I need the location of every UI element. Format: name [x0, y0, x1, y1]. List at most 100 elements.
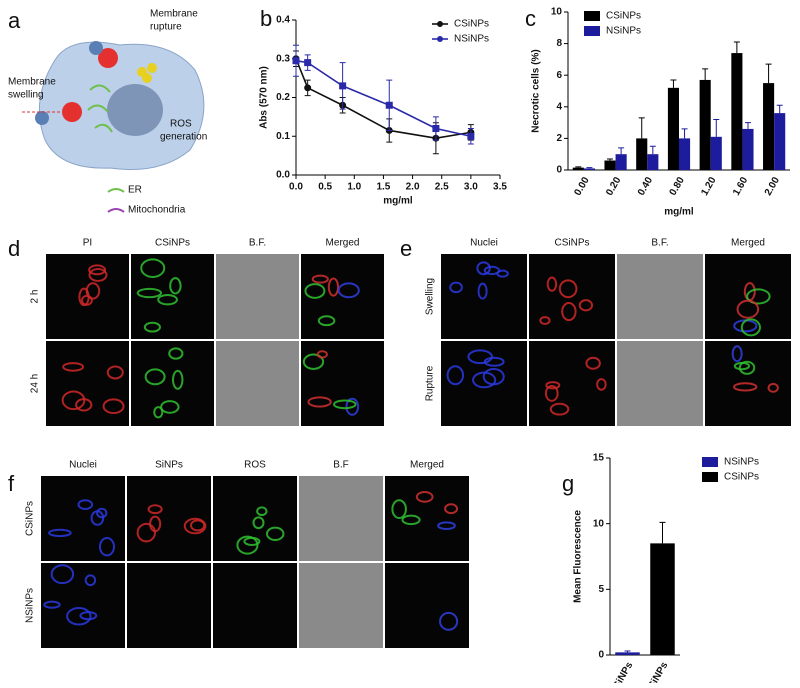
column-header: SiNPs	[155, 460, 183, 471]
legend-swatch	[702, 472, 718, 482]
micrograph	[616, 253, 704, 340]
particle	[35, 111, 49, 125]
x-tick-label: 0.20	[604, 175, 623, 198]
legend-swatch	[584, 26, 600, 36]
row-label: 2 h	[30, 290, 41, 304]
micrograph	[298, 562, 384, 649]
panel-label: d	[8, 236, 20, 261]
label: ER	[128, 185, 142, 196]
micrograph	[215, 340, 300, 427]
error-bar	[733, 41, 740, 54]
column-header: Merged	[731, 238, 765, 249]
cell-signal	[415, 491, 434, 503]
error-bar	[586, 167, 593, 169]
swelling-blob	[62, 102, 82, 122]
y-tick-label: 0.1	[276, 131, 290, 142]
cell-signal	[740, 318, 761, 337]
cell-signal	[61, 390, 86, 411]
cell-signal	[256, 506, 268, 517]
micrograph	[440, 253, 528, 340]
y-tick-label: 0.0	[276, 170, 290, 181]
x-tick-label: 3.5	[493, 182, 507, 193]
cell-signal	[140, 258, 166, 278]
legend-label: CSiNPs	[606, 11, 641, 22]
particle	[89, 41, 103, 55]
cell-signal	[483, 356, 505, 367]
row-label: Rupture	[425, 365, 436, 401]
cell-signal	[345, 397, 360, 416]
y-axis-label: Abs (570 nm)	[259, 66, 270, 129]
cell-signal	[96, 507, 108, 519]
column-header: Merged	[326, 238, 360, 249]
bar	[667, 87, 679, 170]
cell-signal	[401, 514, 421, 526]
bar	[763, 83, 775, 170]
column-header: ROS	[244, 460, 266, 471]
cell-diagram: Membrane rupture Membrane swelling ROS g…	[8, 9, 207, 216]
micrograph	[126, 562, 212, 649]
cell-signal	[172, 369, 184, 390]
marker	[304, 59, 312, 67]
cell-signal	[476, 261, 491, 276]
bar	[774, 113, 786, 170]
x-tick-label: N.SiNPs	[606, 660, 635, 683]
cell-signal	[183, 517, 207, 535]
error-bar	[624, 650, 631, 653]
legend-label: CSiNPs	[454, 19, 489, 30]
marker	[304, 84, 312, 92]
x-tick-label: 1.20	[699, 175, 718, 198]
cell-signal	[307, 396, 332, 408]
er-shape	[87, 84, 113, 133]
cell-signal	[733, 361, 751, 371]
bar	[731, 53, 743, 170]
cell-signal	[732, 382, 758, 392]
bar	[742, 128, 754, 170]
bar	[572, 167, 584, 170]
x-axis-label: mg/ml	[664, 207, 694, 218]
label: generation	[160, 132, 207, 143]
cell-signal	[439, 611, 459, 631]
cell-signal	[77, 499, 94, 510]
x-tick-label: 3.0	[464, 182, 478, 193]
error-bar	[618, 147, 625, 155]
cell-signal	[578, 299, 594, 312]
cell-signal	[327, 277, 340, 297]
x-axis-label: mg/ml	[383, 196, 413, 207]
column-header: Merged	[410, 460, 444, 471]
cell-signal	[136, 287, 163, 299]
y-tick-label: 0	[598, 650, 604, 661]
y-tick-label: 10	[593, 518, 605, 529]
cell-signal	[596, 378, 607, 391]
y-tick-label: 4	[556, 101, 562, 112]
rupture-blob	[98, 48, 118, 68]
cell-signal	[144, 368, 166, 386]
cell-signal	[545, 381, 561, 390]
error-bar	[607, 158, 614, 161]
marker	[432, 125, 440, 132]
cell-signal	[168, 347, 184, 360]
label: Membrane	[8, 77, 56, 88]
micrograph	[40, 475, 126, 562]
legend-label: NSiNPs	[606, 26, 641, 37]
micrograph	[40, 562, 126, 649]
cell-signal	[449, 281, 463, 294]
cell-signal	[437, 521, 456, 531]
cell-signal	[243, 536, 261, 546]
y-tick-label: 0	[556, 165, 562, 176]
line	[295, 59, 472, 138]
marker	[339, 82, 347, 90]
cell-signal	[143, 321, 161, 333]
cell-signal	[467, 349, 493, 365]
bar	[699, 79, 711, 170]
cell-signal	[544, 384, 559, 402]
cell-signal	[50, 564, 75, 585]
row-label: CSiNPs	[25, 501, 36, 536]
cell-signal	[48, 528, 72, 538]
error-bar	[776, 104, 783, 114]
cell-signal	[147, 504, 163, 515]
micrograph	[384, 475, 470, 562]
x-tick-label: 0.0	[289, 182, 303, 193]
cell-signal	[539, 316, 551, 325]
error-bar	[702, 68, 709, 80]
